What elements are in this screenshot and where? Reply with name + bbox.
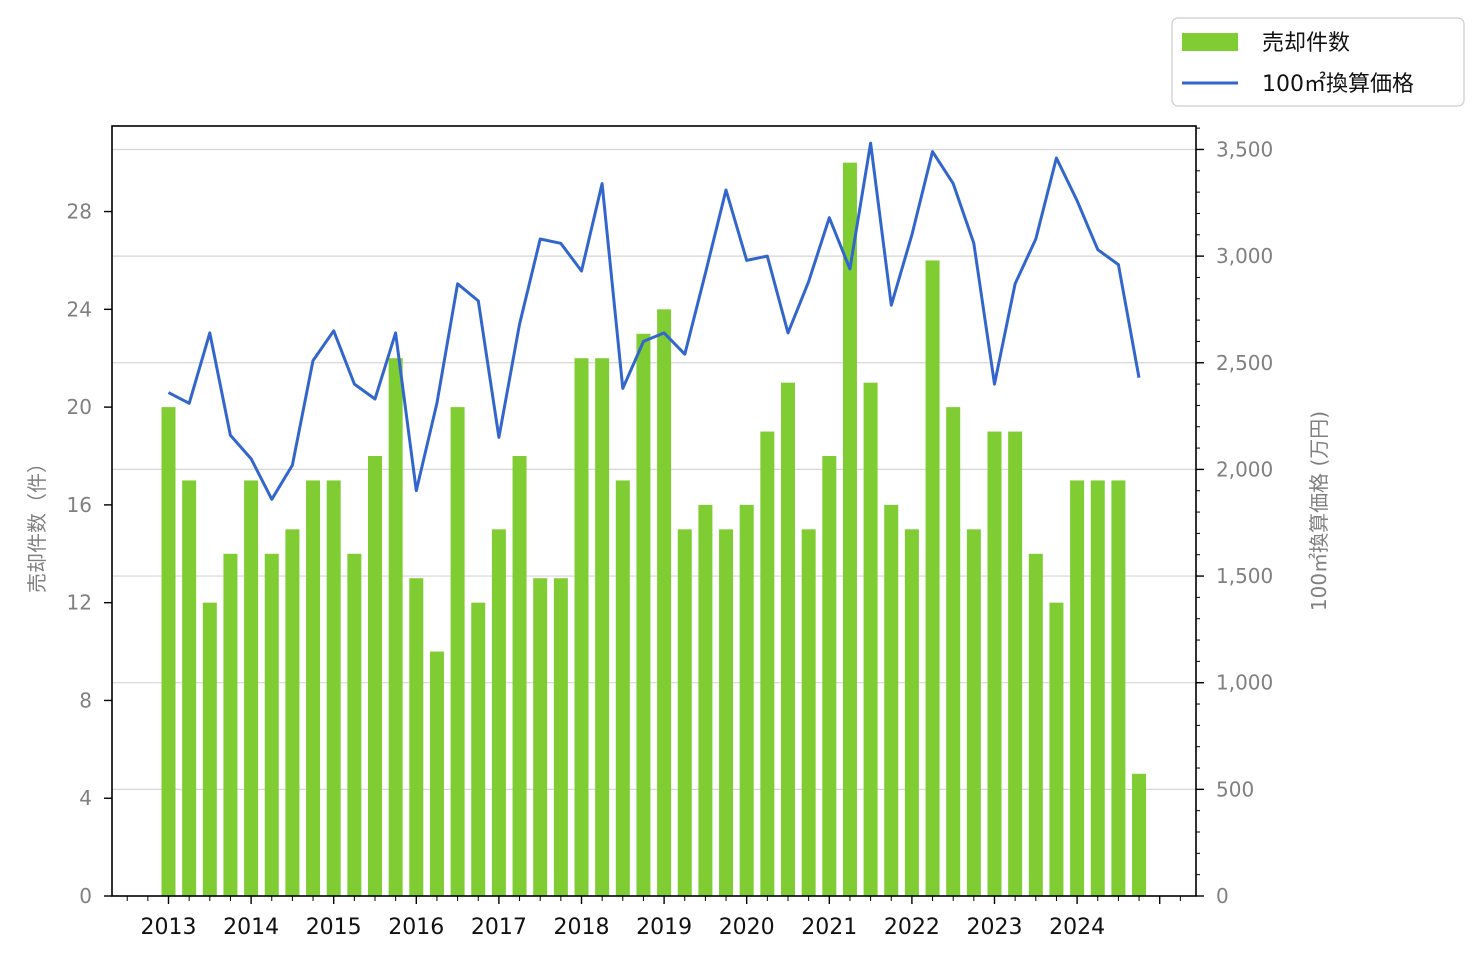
bar bbox=[925, 260, 940, 896]
bar bbox=[987, 431, 1002, 896]
legend: 売却件数 100㎡換算価格 bbox=[1171, 17, 1465, 107]
left-tick-label: 12 bbox=[67, 591, 92, 615]
bar-layer bbox=[161, 162, 1147, 897]
bar bbox=[202, 602, 217, 896]
legend-box bbox=[1171, 17, 1465, 107]
left-tick-label: 16 bbox=[67, 493, 92, 517]
right-tick-label: 3,500 bbox=[1216, 137, 1273, 161]
bar bbox=[884, 504, 899, 896]
x-tick-label: 2020 bbox=[719, 915, 775, 940]
bar bbox=[1028, 553, 1043, 896]
bar bbox=[636, 333, 651, 896]
bar bbox=[760, 431, 775, 896]
bar bbox=[966, 529, 981, 896]
bar bbox=[409, 578, 424, 896]
right-tick-label: 1,000 bbox=[1216, 671, 1273, 695]
x-tick-label: 2018 bbox=[554, 915, 610, 940]
right-tick-label: 2,000 bbox=[1216, 457, 1273, 481]
left-tick-label: 28 bbox=[67, 200, 92, 224]
right-tick-label: 500 bbox=[1216, 777, 1254, 801]
bar bbox=[326, 480, 341, 896]
bar bbox=[264, 553, 279, 896]
bar bbox=[182, 480, 197, 896]
x-tick-label: 2015 bbox=[306, 915, 362, 940]
bar bbox=[574, 358, 589, 896]
bar bbox=[1049, 602, 1064, 896]
left-tick-label: 20 bbox=[67, 395, 92, 419]
x-tick-label: 2016 bbox=[388, 915, 444, 940]
x-tick-label: 2024 bbox=[1049, 915, 1105, 940]
right-tick-label: 2,500 bbox=[1216, 351, 1273, 375]
bar bbox=[161, 407, 176, 896]
x-tick-label: 2019 bbox=[636, 915, 692, 940]
bar bbox=[1111, 480, 1126, 896]
bar bbox=[595, 358, 610, 896]
bar bbox=[863, 382, 878, 897]
bar bbox=[657, 309, 672, 896]
legend-label-bar: 売却件数 bbox=[1262, 31, 1350, 56]
bar bbox=[719, 529, 734, 896]
bar bbox=[553, 578, 568, 896]
bar bbox=[1090, 480, 1105, 896]
bar bbox=[1070, 480, 1085, 896]
left-tick-label: 8 bbox=[79, 688, 92, 712]
bar bbox=[1008, 431, 1023, 896]
bar bbox=[429, 651, 444, 896]
bar bbox=[946, 407, 961, 896]
left-axis-title: 売却件数（件） bbox=[25, 453, 49, 593]
legend-swatch-bar bbox=[1182, 33, 1238, 51]
bar bbox=[801, 529, 816, 896]
bar bbox=[781, 382, 795, 897]
right-tick-label: 3,000 bbox=[1216, 244, 1273, 268]
right-tick-label: 0 bbox=[1216, 884, 1229, 908]
left-tick-label: 0 bbox=[79, 884, 92, 908]
bar bbox=[306, 480, 321, 896]
line-layer bbox=[167, 141, 1141, 501]
left-tick-label: 24 bbox=[67, 297, 92, 321]
x-tick-label: 2022 bbox=[884, 915, 940, 940]
bar bbox=[904, 529, 919, 896]
bar bbox=[285, 529, 300, 896]
bar bbox=[842, 162, 857, 896]
x-tick-label: 2021 bbox=[801, 915, 857, 940]
bar bbox=[615, 480, 630, 896]
bar bbox=[471, 602, 486, 896]
bar bbox=[450, 407, 465, 896]
bar bbox=[244, 480, 259, 896]
price-line bbox=[167, 141, 1141, 501]
bar bbox=[1132, 773, 1147, 896]
bar bbox=[491, 529, 506, 896]
bar bbox=[533, 578, 548, 896]
bar bbox=[347, 553, 362, 896]
x-tick-label: 2013 bbox=[141, 915, 197, 940]
bar bbox=[368, 456, 382, 896]
x-tick-label: 2017 bbox=[471, 915, 527, 940]
x-tick-label: 2014 bbox=[223, 915, 279, 940]
bar bbox=[512, 456, 527, 896]
bar bbox=[223, 553, 238, 896]
legend-label-line: 100㎡換算価格 bbox=[1262, 71, 1414, 97]
right-axis-title: 100㎡換算価格 (万円) bbox=[1307, 411, 1331, 611]
axis-layer: 0 500 1,000 1,500 2,000 2,500 3,000 3,500 0 4 8 12 1… bbox=[67, 127, 1273, 940]
bar bbox=[388, 358, 403, 896]
right-tick-label: 1,500 bbox=[1216, 564, 1273, 588]
bar bbox=[698, 504, 713, 896]
plot-frame bbox=[111, 125, 1197, 897]
bar bbox=[739, 504, 754, 896]
bar bbox=[822, 456, 837, 896]
left-tick-label: 4 bbox=[79, 786, 92, 810]
x-tick-label: 2023 bbox=[967, 915, 1023, 940]
bar bbox=[677, 529, 692, 896]
